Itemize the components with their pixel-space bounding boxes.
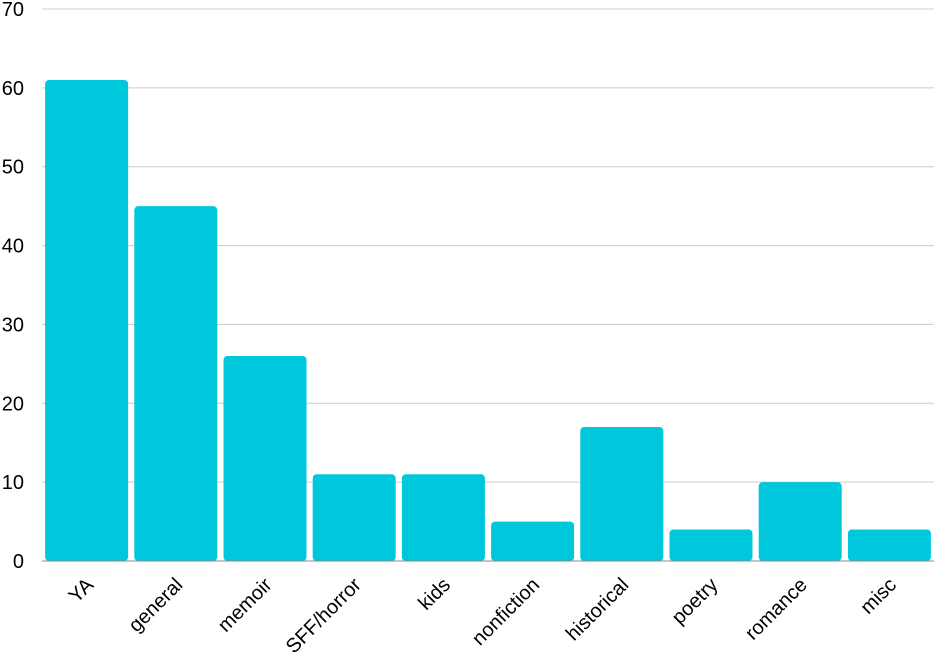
y-tick-label: 10 — [2, 472, 24, 494]
x-tick-label: kids — [414, 574, 455, 615]
x-tick-label: romance — [741, 574, 812, 645]
bar — [847, 529, 931, 561]
x-tick-label: memoir — [214, 574, 277, 637]
y-tick-label: 60 — [2, 78, 24, 100]
bar — [223, 355, 307, 561]
x-tick-label: historical — [562, 574, 633, 645]
x-tick-label: misc — [856, 574, 901, 619]
bars — [45, 79, 931, 561]
bar — [491, 521, 575, 561]
x-axis-ticks: YA general memoir SFF/horror kids nonfiction h… — [65, 574, 901, 658]
x-tick-label: nonfiction — [468, 574, 544, 650]
y-axis-ticks: 0 10 20 30 40 50 60 70 — [2, 0, 24, 573]
y-tick-label: 0 — [13, 551, 24, 573]
x-tick-label: SFF/horror — [282, 574, 366, 658]
bar — [669, 529, 753, 561]
y-tick-label: 70 — [2, 0, 24, 21]
x-tick-label: YA — [65, 574, 99, 608]
y-tick-label: 50 — [2, 157, 24, 179]
bar — [312, 474, 396, 561]
bar — [401, 474, 485, 561]
x-tick-label: general — [125, 574, 188, 637]
bar — [580, 426, 664, 561]
bar — [758, 482, 842, 561]
bar — [45, 79, 129, 561]
x-tick-label: poetry — [668, 574, 723, 629]
y-tick-label: 40 — [2, 236, 24, 258]
y-tick-label: 20 — [2, 393, 24, 415]
bar — [134, 206, 218, 561]
y-tick-label: 30 — [2, 314, 24, 336]
